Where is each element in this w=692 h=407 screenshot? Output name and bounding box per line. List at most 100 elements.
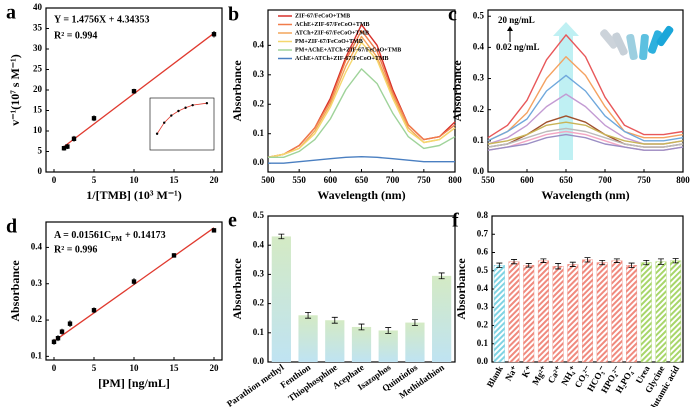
data-point xyxy=(131,279,137,284)
y-tick-label: 0.1 xyxy=(477,338,489,348)
data-point xyxy=(59,329,65,334)
data-point xyxy=(171,253,177,258)
panel-letter: d xyxy=(6,216,17,238)
bar xyxy=(508,261,520,363)
y-tick-label: 0.4 xyxy=(253,239,265,249)
x-tick-label: 20 xyxy=(210,175,220,185)
bar xyxy=(640,262,652,363)
data-point xyxy=(65,144,70,149)
equation-part: A = 0.01561C xyxy=(54,230,111,241)
y-tick-label: 0.0 xyxy=(253,157,265,167)
error-bar xyxy=(305,311,312,319)
r-squared: R² = 0.996 xyxy=(54,244,97,255)
error-bar xyxy=(569,261,576,267)
category-label: Parathion methyl xyxy=(225,362,286,407)
y-tick-label: 40 xyxy=(33,2,43,12)
x-tick-label: 750 xyxy=(637,175,651,185)
y-tick-label: 0.6 xyxy=(477,247,489,257)
y-tick-label: 0.1 xyxy=(31,350,43,360)
y-tick-label: 15 xyxy=(33,105,43,115)
error-bar xyxy=(385,327,392,334)
fit-line xyxy=(63,32,215,148)
equation-part: PM xyxy=(111,235,122,243)
data-point xyxy=(67,321,73,326)
y-tick-label: 35 xyxy=(33,23,43,33)
inset-point xyxy=(177,109,180,113)
x-tick-label: 20 xyxy=(210,363,220,373)
error-bar xyxy=(511,259,518,265)
bar xyxy=(298,315,318,362)
error-bar xyxy=(643,259,650,266)
y-tick-label: 0.1 xyxy=(253,128,265,138)
data-point xyxy=(91,116,97,121)
y-tick-label: 0.1 xyxy=(253,327,265,337)
equation: Y = 1.4756X + 4.34353 xyxy=(54,14,149,25)
y-axis-label: Absorbance xyxy=(8,260,22,322)
panel-letter: c xyxy=(448,4,457,26)
y-tick-label: 0.5 xyxy=(253,210,265,220)
y-tick-label: 30 xyxy=(33,43,43,53)
y-tick-label: 20 xyxy=(33,84,43,94)
spectrum-line xyxy=(487,56,684,142)
y-tick-label: 0.2 xyxy=(31,314,43,324)
legend-label: AChE+ATCh+ZIF-67/FeCoO+TMB xyxy=(295,56,388,62)
y-tick-label: 0.2 xyxy=(477,320,489,330)
spectrum-line xyxy=(487,127,684,148)
error-bar xyxy=(613,258,620,263)
vials-image xyxy=(600,25,674,61)
y-tick-label: 0.0 xyxy=(473,166,485,176)
data-point xyxy=(71,136,77,141)
y-tick-label: 0.4 xyxy=(477,283,489,293)
legend-label: PM+AChE+ATCh+ZIF-67/FeCoO+TMB xyxy=(295,47,401,53)
bar xyxy=(552,265,564,363)
y-tick-label: 0.3 xyxy=(253,69,265,79)
x-tick-label: 500 xyxy=(261,175,275,185)
error-bar xyxy=(555,263,562,270)
inset-point xyxy=(155,132,159,135)
y-axis-label: Absorbance xyxy=(230,258,244,320)
error-bar xyxy=(278,233,285,240)
bar xyxy=(655,261,667,363)
y-tick-label: 0.8 xyxy=(477,210,489,220)
bar xyxy=(567,264,579,363)
data-point xyxy=(91,308,97,313)
y-tick-label: 0.5 xyxy=(477,265,489,275)
error-bar xyxy=(599,259,606,266)
r-squared: R² = 0.994 xyxy=(54,30,97,41)
x-tick-label: 600 xyxy=(520,175,534,185)
inset-point xyxy=(184,106,187,109)
y-axis-label: Absorbance xyxy=(450,60,464,122)
legend-label: AChE+ZIF-67/FeCoO+TMB xyxy=(295,22,370,28)
x-tick-label: 5 xyxy=(92,363,97,373)
y-tick-label: 0.0 xyxy=(477,356,489,366)
bar xyxy=(626,265,638,363)
category-label: Na⁺ xyxy=(503,364,520,383)
bar xyxy=(523,265,535,363)
x-tick-label: 0 xyxy=(52,175,57,185)
x-tick-label: 0 xyxy=(52,363,57,373)
inset-frame xyxy=(149,97,215,151)
bar xyxy=(596,262,608,363)
spectrum-line xyxy=(487,34,684,139)
bar xyxy=(378,330,398,362)
inset-point xyxy=(205,102,209,105)
equation-part: + 0.14173 xyxy=(125,230,166,241)
y-tick-label: 0.2 xyxy=(473,104,485,114)
x-tick-label: 650 xyxy=(559,175,573,185)
x-tick-label: 15 xyxy=(170,175,180,185)
y-tick-label: 0 xyxy=(38,166,43,176)
data-point xyxy=(55,336,61,341)
error-bar xyxy=(525,263,532,268)
bar xyxy=(405,322,425,362)
x-tick-label: 700 xyxy=(598,175,612,185)
y-tick-label: 0.3 xyxy=(31,278,43,288)
error-bar xyxy=(358,323,365,331)
x-tick-label: 800 xyxy=(448,175,462,185)
y-tick-label: 0.2 xyxy=(253,298,265,308)
spectrum-line xyxy=(267,41,456,158)
error-bar xyxy=(411,319,418,326)
y-tick-label: 0.5 xyxy=(473,10,485,20)
y-tick-label: 0.2 xyxy=(253,98,265,108)
x-tick-label: 700 xyxy=(386,175,400,185)
x-tick-label: 600 xyxy=(324,175,338,185)
